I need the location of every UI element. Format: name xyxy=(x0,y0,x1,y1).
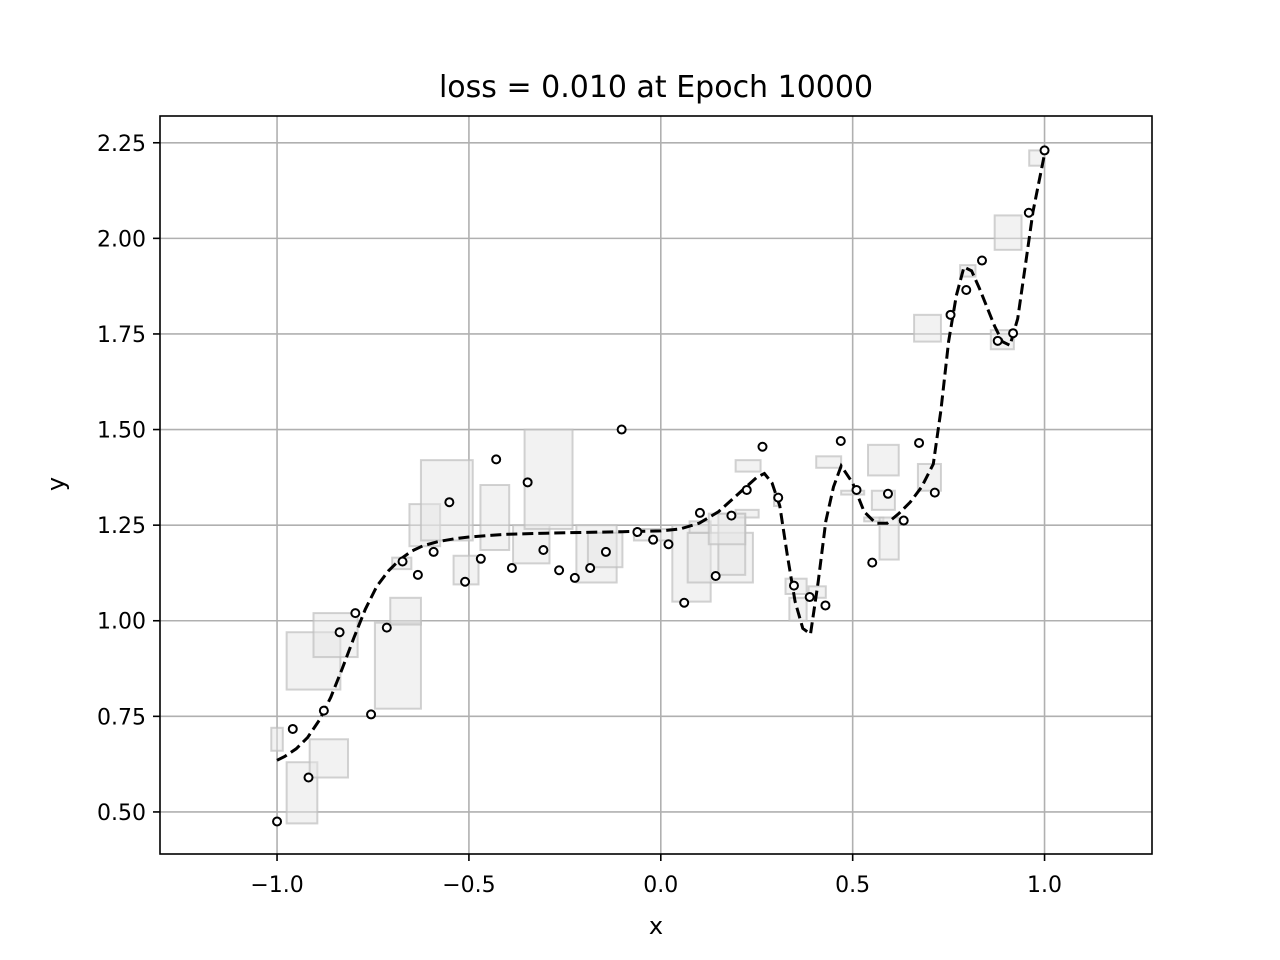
y-tick-label: 2.25 xyxy=(97,132,146,157)
data-point xyxy=(428,546,439,557)
uncertainty-box xyxy=(867,443,900,477)
data-point xyxy=(976,255,987,266)
data-point xyxy=(444,497,455,508)
data-point xyxy=(538,545,549,556)
data-point xyxy=(600,546,611,557)
data-point xyxy=(820,600,831,611)
data-point xyxy=(1039,145,1050,156)
data-point xyxy=(506,562,517,573)
data-point xyxy=(397,556,408,567)
data-point xyxy=(710,571,721,582)
uncertainty-box xyxy=(815,455,843,469)
data-point xyxy=(522,477,533,488)
y-axis-label: y xyxy=(42,477,70,491)
x-axis-label: x xyxy=(649,912,663,940)
data-point xyxy=(914,437,925,448)
data-point xyxy=(491,454,502,465)
data-point xyxy=(726,510,737,521)
x-tick-label: 1.0 xyxy=(1027,873,1062,898)
data-point xyxy=(366,709,377,720)
data-point xyxy=(741,484,752,495)
data-point xyxy=(287,723,298,734)
data-point xyxy=(350,608,361,619)
data-point xyxy=(882,488,893,499)
uncertainty-box xyxy=(959,264,977,278)
data-point xyxy=(851,484,862,495)
uncertainty-box xyxy=(707,512,747,546)
chart-title: loss = 0.010 at Epoch 10000 xyxy=(439,70,873,105)
uncertainty-box xyxy=(878,516,900,561)
data-point xyxy=(788,580,799,591)
uncertainty-box xyxy=(993,214,1023,251)
uncertainty-box xyxy=(916,462,942,492)
data-point xyxy=(694,507,705,518)
y-tick-label: 1.75 xyxy=(97,323,146,348)
y-tick-label: 0.75 xyxy=(97,705,146,730)
data-point xyxy=(1008,328,1019,339)
data-point xyxy=(632,527,643,538)
data-point xyxy=(272,816,283,827)
uncertainty-box xyxy=(523,428,574,530)
data-point xyxy=(1023,207,1034,218)
data-point xyxy=(334,627,345,638)
data-point xyxy=(303,772,314,783)
grid xyxy=(160,116,1152,854)
uncertainty-box xyxy=(389,596,422,626)
data-point xyxy=(318,705,329,716)
uncertainty-box xyxy=(373,621,422,710)
data-point xyxy=(475,553,486,564)
data-point xyxy=(804,592,815,603)
uncertainty-boxes xyxy=(270,149,1046,825)
y-tick-label: 1.25 xyxy=(97,514,146,539)
uncertainty-box xyxy=(270,726,284,752)
y-tick-label: 2.00 xyxy=(97,227,146,252)
uncertainty-box xyxy=(512,524,551,565)
data-point xyxy=(648,534,659,545)
fitted-curve xyxy=(276,153,1046,762)
data-point xyxy=(616,424,627,435)
data-point xyxy=(961,284,972,295)
plot-frame xyxy=(159,115,1153,855)
uncertainty-box xyxy=(308,738,350,779)
uncertainty-box xyxy=(913,313,942,343)
data-point xyxy=(569,572,580,583)
y-tick-label: 0.50 xyxy=(97,801,146,826)
data-point xyxy=(835,436,846,447)
x-tick-label: 0.0 xyxy=(643,873,678,898)
data-points xyxy=(272,145,1050,827)
x-tick-label: −0.5 xyxy=(442,873,495,898)
uncertainty-box xyxy=(734,459,762,473)
data-point xyxy=(460,576,471,587)
x-tick-label: −1.0 xyxy=(250,873,303,898)
uncertainty-box xyxy=(479,484,511,552)
data-point xyxy=(867,557,878,568)
data-point xyxy=(381,622,392,633)
data-point xyxy=(992,335,1003,346)
data-point xyxy=(554,565,565,576)
y-tick-label: 1.00 xyxy=(97,610,146,635)
x-tick-label: 0.5 xyxy=(835,873,870,898)
data-point xyxy=(929,487,940,498)
data-point xyxy=(898,515,909,526)
data-point xyxy=(945,309,956,320)
data-point xyxy=(757,441,768,452)
data-point xyxy=(663,539,674,550)
y-tick-label: 1.50 xyxy=(97,419,146,444)
data-point xyxy=(585,562,596,573)
data-point xyxy=(679,597,690,608)
data-point xyxy=(773,492,784,503)
data-point xyxy=(412,569,423,580)
ticks: −1.0 −0.5 0.0 0.5 1.0 0.50 0.75 1.00 1.25 1.50 1.7… xyxy=(97,132,1062,898)
